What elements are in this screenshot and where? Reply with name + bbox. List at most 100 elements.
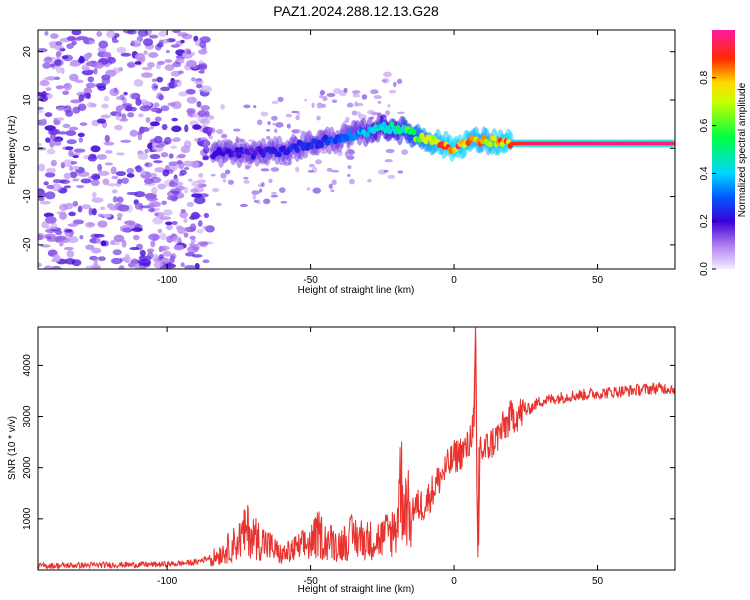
noise-blob	[277, 96, 284, 103]
noise-blob	[64, 229, 73, 233]
noise-blob	[171, 117, 178, 122]
noise-blob	[109, 88, 120, 97]
noise-blob	[44, 191, 56, 200]
noise-blob	[80, 178, 92, 184]
noise-blob	[393, 81, 397, 88]
x-tick-label: 0	[451, 576, 457, 587]
noise-blob	[121, 177, 129, 184]
spectrogram-frame	[37, 29, 676, 270]
noise-blob	[198, 60, 205, 66]
noise-blob	[110, 166, 117, 175]
noise-blob	[196, 100, 202, 108]
noise-blob	[168, 153, 174, 159]
ridge-point	[365, 131, 371, 138]
noise-blob	[38, 142, 42, 147]
noise-blob	[148, 207, 156, 213]
noise-blob	[62, 123, 71, 129]
noise-blob	[45, 216, 57, 224]
noise-blob	[197, 179, 207, 184]
snr-series-line	[38, 328, 675, 570]
noise-blob	[64, 258, 76, 265]
noise-blob	[175, 185, 186, 191]
noise-blob	[66, 250, 75, 258]
noise-blob	[158, 94, 164, 101]
noise-blob	[170, 79, 180, 83]
noise-blob	[46, 148, 56, 155]
noise-blob	[270, 194, 279, 198]
noise-blob	[100, 240, 107, 247]
noise-blob	[93, 257, 98, 266]
noise-blob	[124, 253, 130, 260]
noise-blob	[50, 33, 59, 39]
noise-blob	[150, 107, 159, 113]
noise-blob	[134, 61, 142, 65]
noise-blob	[65, 130, 77, 136]
noise-blob	[83, 92, 91, 99]
noise-blob	[215, 202, 222, 206]
noise-blob	[129, 247, 140, 251]
noise-blob	[117, 217, 122, 221]
noise-blob	[63, 83, 71, 89]
noise-blob	[114, 124, 123, 131]
noise-blob	[198, 70, 205, 74]
noise-blob	[161, 257, 171, 263]
spectrogram-xlabel: Height of straight line (km)	[298, 285, 415, 296]
noise-blob	[291, 110, 298, 114]
noise-blob	[178, 91, 188, 97]
noise-blob	[102, 213, 112, 218]
noise-blob	[91, 247, 102, 254]
noise-blob	[401, 149, 409, 155]
noise-blob	[72, 154, 79, 159]
noise-blob	[166, 235, 174, 243]
noise-blob	[165, 221, 173, 226]
noise-blob	[113, 234, 125, 243]
noise-blob	[186, 108, 196, 114]
noise-blob	[260, 111, 269, 117]
ridge-point	[427, 134, 433, 141]
noise-blob	[316, 102, 323, 109]
x-tick-label: -100	[157, 576, 177, 587]
noise-blob	[135, 165, 143, 173]
noise-blob	[187, 178, 193, 182]
noise-blob	[46, 236, 52, 240]
noise-blob	[221, 133, 228, 139]
noise-blob	[186, 201, 195, 207]
noise-blob	[396, 111, 405, 115]
noise-blob	[158, 254, 164, 260]
noise-blob	[154, 167, 166, 173]
noise-blob	[183, 232, 189, 238]
noise-blob	[162, 250, 172, 257]
y-tick-label: 10	[22, 94, 33, 106]
noise-blob	[93, 68, 98, 75]
noise-blob	[72, 178, 80, 182]
noise-blob	[76, 35, 89, 41]
noise-blob	[222, 179, 227, 183]
noise-blob	[345, 116, 350, 122]
noise-blob	[387, 174, 396, 179]
noise-blob	[167, 81, 178, 89]
colorbar-tick-label: 0.2	[699, 214, 710, 228]
noise-blob	[93, 233, 105, 238]
noise-blob	[267, 121, 271, 126]
noise-blob	[151, 78, 157, 83]
noise-blob	[41, 221, 50, 229]
noise-blob	[112, 249, 122, 256]
noise-blob	[179, 211, 188, 219]
noise-blob	[347, 173, 351, 177]
noise-blob	[190, 238, 196, 244]
noise-blob	[90, 145, 101, 153]
noise-blob	[232, 128, 241, 132]
noise-blob	[357, 111, 362, 117]
noise-blob	[162, 38, 170, 44]
noise-blob	[78, 94, 85, 102]
noise-blob	[191, 77, 196, 82]
noise-blob	[79, 122, 88, 126]
x-tick-label: -50	[303, 576, 318, 587]
noise-blob	[131, 257, 138, 266]
noise-blob	[44, 112, 53, 118]
noise-blob	[319, 148, 329, 154]
ridge-point	[308, 143, 315, 150]
noise-blob	[197, 193, 209, 198]
